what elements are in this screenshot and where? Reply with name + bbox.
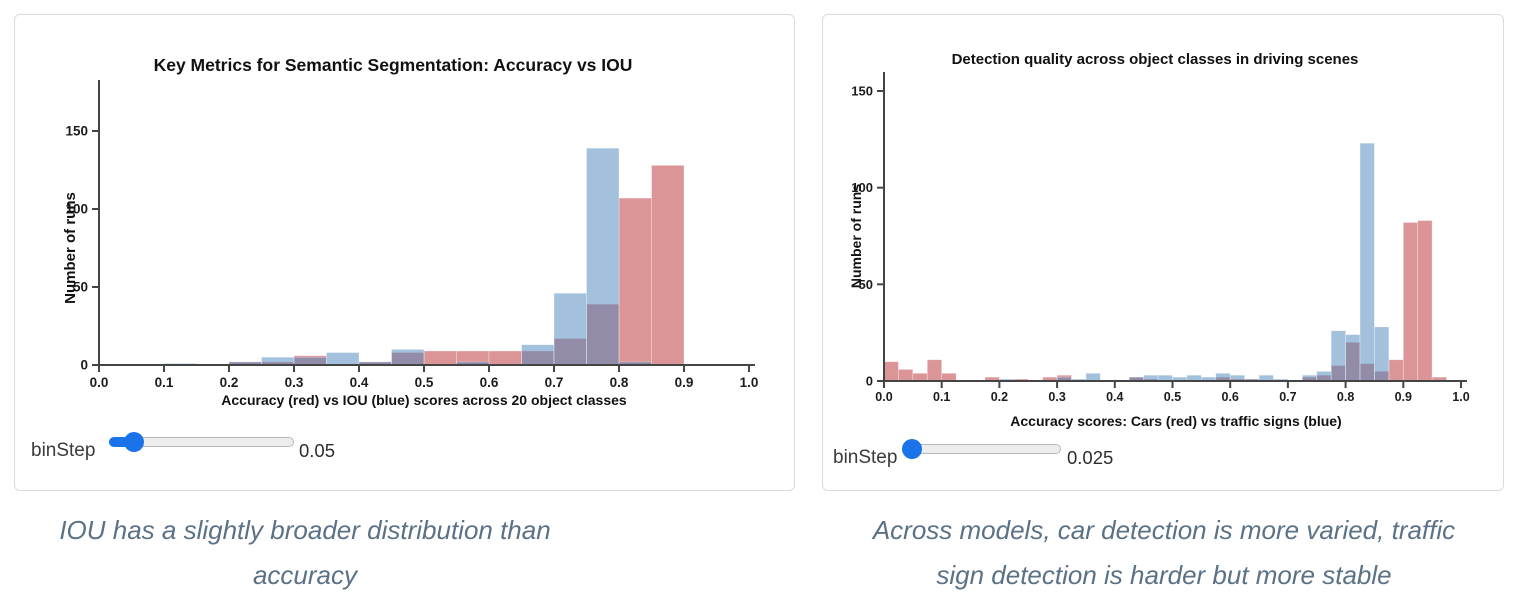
svg-text:0.5: 0.5 — [415, 375, 434, 390]
svg-text:0.6: 0.6 — [480, 375, 499, 390]
slider-thumb[interactable] — [124, 432, 144, 452]
svg-text:0.2: 0.2 — [991, 390, 1008, 404]
caption-line: sign detection is harder but more stable — [936, 560, 1392, 590]
svg-text:50: 50 — [73, 280, 88, 295]
svg-text:0.9: 0.9 — [1395, 390, 1412, 404]
caption-left: IOU has a slightly broader distribution … — [10, 508, 600, 598]
panel-detection-quality: 0 50 100 150 0.0 0.1 0.2 0.3 0.4 0.5 0.6 0.7 0.8 0.9 1… — [822, 14, 1504, 491]
svg-text:0.1: 0.1 — [155, 375, 174, 390]
bin-step-value: 0.05 — [299, 440, 336, 461]
svg-text:Accuracy scores: Cars (red) vs: Accuracy scores: Cars (red) vs traffic s… — [1010, 413, 1341, 429]
caption-line: IOU has a slightly broader distribution … — [59, 515, 551, 590]
caption-right: Across models, car detection is more var… — [814, 508, 1514, 598]
svg-text:0.4: 0.4 — [350, 375, 369, 390]
histogram-cars-vs-traffic-signs[interactable]: 0 50 100 150 0.0 0.1 0.2 0.3 0.4 0.5 0.6 0.7 0.8 0.9 1… — [823, 15, 1503, 490]
svg-text:Number of runs: Number of runs — [848, 184, 864, 288]
svg-text:Detection quality across objec: Detection quality across object classes … — [952, 51, 1359, 68]
svg-text:100: 100 — [851, 180, 873, 195]
svg-text:0.8: 0.8 — [1337, 390, 1354, 404]
svg-text:50: 50 — [859, 277, 873, 292]
panel-semantic-segmentation: 0 50 100 150 0.0 0.1 0.2 0.3 0.4 0.5 0.6 0.7 0.8 0.9 1… — [14, 14, 795, 491]
bin-step-slider[interactable] — [109, 432, 294, 452]
svg-text:0.1: 0.1 — [933, 390, 950, 404]
svg-text:0.4: 0.4 — [1106, 390, 1123, 404]
caption-line: Across models, car detection is more var… — [872, 515, 1456, 545]
svg-text:1.0: 1.0 — [740, 375, 759, 390]
svg-text:Accuracy (red) vs IOU (blue) s: Accuracy (red) vs IOU (blue) scores acro… — [221, 392, 627, 408]
bin-step-slider[interactable] — [902, 439, 1061, 459]
svg-text:0.0: 0.0 — [90, 375, 109, 390]
bin-step-value: 0.025 — [1067, 447, 1114, 468]
svg-text:0.2: 0.2 — [220, 375, 239, 390]
slider-thumb[interactable] — [902, 439, 922, 459]
svg-text:150: 150 — [65, 124, 88, 139]
histogram-accuracy-vs-iou[interactable]: 0 50 100 150 0.0 0.1 0.2 0.3 0.4 0.5 0.6 0.7 0.8 0.9 1… — [15, 15, 794, 490]
svg-text:0.7: 0.7 — [1279, 390, 1296, 404]
svg-text:0: 0 — [866, 374, 873, 389]
svg-text:0.7: 0.7 — [545, 375, 564, 390]
svg-text:100: 100 — [65, 202, 88, 217]
svg-text:0.5: 0.5 — [1164, 390, 1181, 404]
svg-text:0: 0 — [80, 358, 88, 373]
svg-text:1.0: 1.0 — [1452, 390, 1469, 404]
svg-text:Number of runs: Number of runs — [62, 192, 79, 304]
svg-text:0.3: 0.3 — [285, 375, 304, 390]
svg-text:0.9: 0.9 — [675, 375, 694, 390]
svg-text:0.6: 0.6 — [1222, 390, 1239, 404]
svg-text:0.8: 0.8 — [610, 375, 629, 390]
svg-text:150: 150 — [851, 84, 873, 99]
bin-step-label: binStep — [833, 447, 898, 468]
svg-text:Key Metrics for Semantic Segme: Key Metrics for Semantic Segmentation: A… — [154, 55, 633, 75]
svg-text:0.0: 0.0 — [875, 390, 892, 404]
svg-text:0.3: 0.3 — [1048, 390, 1065, 404]
bin-step-label: binStep — [31, 440, 96, 461]
